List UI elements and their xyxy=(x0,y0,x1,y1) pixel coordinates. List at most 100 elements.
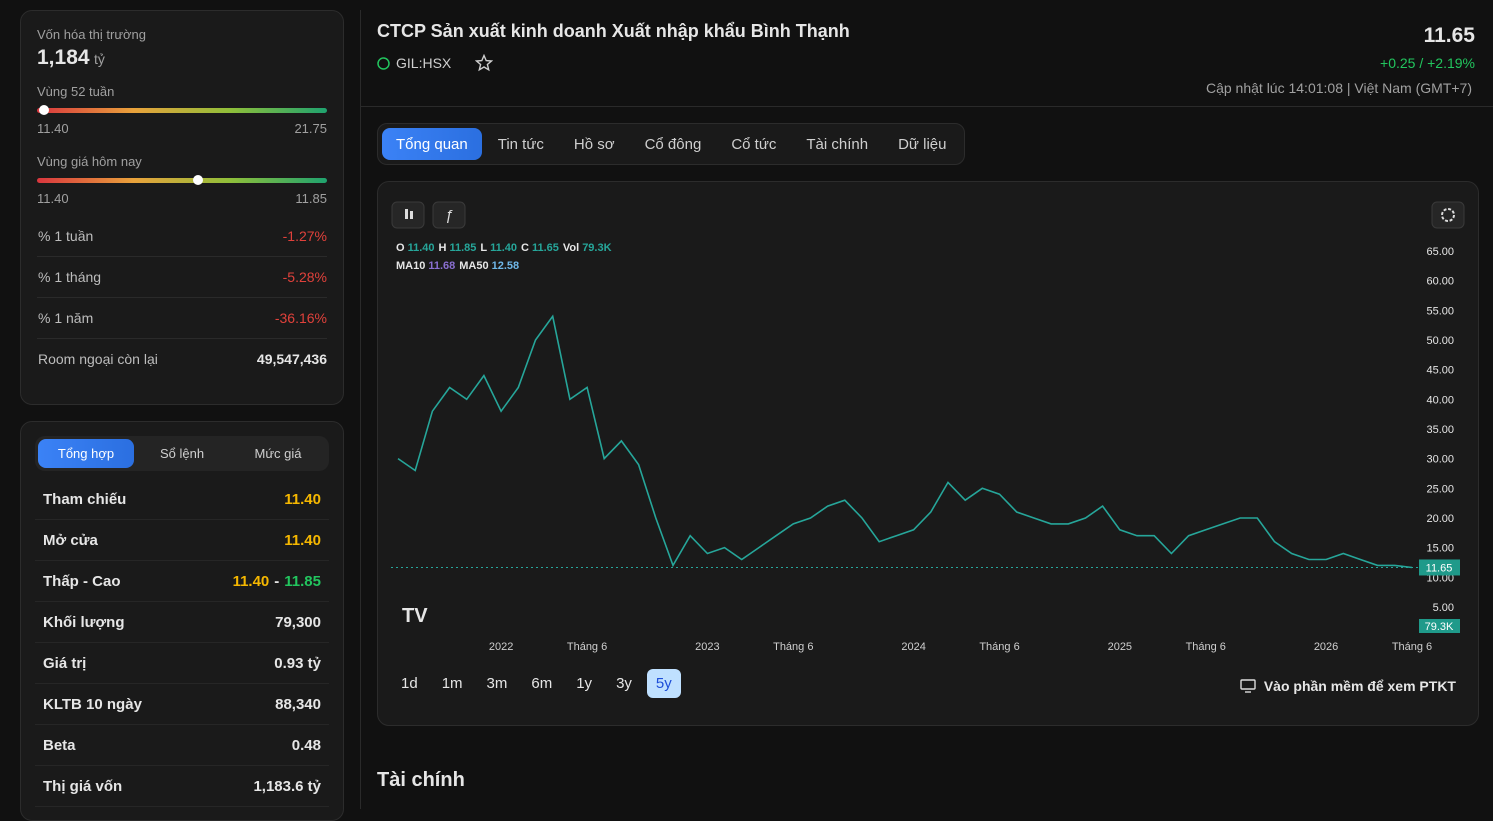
range-high: 21.75 xyxy=(294,121,327,136)
stat-value: 49,547,436 xyxy=(256,351,327,367)
stat-row: Room ngoại còn lại 49,547,436 xyxy=(37,339,327,379)
settings-button[interactable] xyxy=(1431,201,1465,229)
y-tick-label: 30.00 xyxy=(1426,454,1454,466)
legend-value: 12.58 xyxy=(492,260,520,272)
icon: ƒ xyxy=(445,207,453,224)
y-tick-label: 5.00 xyxy=(1433,602,1454,614)
tab[interactable]: Dữ liệu xyxy=(898,136,947,153)
section-title: Tài chính xyxy=(377,769,465,791)
price: 11.65 xyxy=(1423,24,1475,47)
range-button[interactable]: 1d xyxy=(401,675,418,692)
stat-row: Giá trị 0.93 tỷ xyxy=(35,643,329,684)
fx-button[interactable] xyxy=(432,201,466,229)
stat-label: Thị giá vốn xyxy=(43,778,123,795)
range-low: 11.40 xyxy=(37,191,69,206)
range-button[interactable]: 3y xyxy=(616,675,632,692)
range-button[interactable]: 6m xyxy=(531,675,553,692)
label: Vùng 52 tuần xyxy=(37,84,115,99)
y-tick-label: 20.00 xyxy=(1426,513,1454,525)
change: +0.25 / +2.19% xyxy=(1380,55,1475,71)
y-tick-label: 60.00 xyxy=(1426,276,1454,288)
ticker-row: GIL:HSX xyxy=(377,54,494,72)
stat-value: 1,183.6 tỷ xyxy=(253,778,321,795)
link-text: Vào phần mềm để xem PTKT xyxy=(1263,678,1456,694)
tab[interactable]: Tài chính xyxy=(806,136,869,153)
star[interactable] xyxy=(475,54,494,72)
range-bar: 1d 1m 3m 6m 1y 3y 5y xyxy=(392,669,681,698)
legend-key: O xyxy=(396,242,405,254)
legend-key: L xyxy=(480,242,487,254)
stat-value: 0.93 tỷ xyxy=(274,655,321,672)
tab[interactable]: Mức giá xyxy=(254,446,302,461)
range-bar xyxy=(37,105,327,115)
stat-value: 79,300 xyxy=(275,614,321,631)
label: Vùng giá hôm nay xyxy=(37,154,142,169)
legend-value: 11.65 xyxy=(532,242,559,254)
range-button[interactable]: 1y xyxy=(576,675,593,692)
market-cap: 1,184 xyxy=(37,46,90,69)
x-tick-label: 2024 xyxy=(901,641,925,653)
stat-label: Giá trị xyxy=(43,655,87,672)
stat-label: % 1 năm xyxy=(38,310,94,326)
legend-value: 79.3K xyxy=(582,242,611,254)
stat-value: -5.28% xyxy=(282,269,327,285)
tab[interactable]: Sổ lệnh xyxy=(159,446,205,461)
low: 11.40 xyxy=(232,573,270,590)
divider xyxy=(360,10,361,809)
range-high: 11.85 xyxy=(295,191,327,206)
icon xyxy=(1240,679,1256,693)
stat-value: 0.48 xyxy=(291,737,321,754)
stat-label: Beta xyxy=(43,737,76,754)
range-button[interactable]: 3m xyxy=(486,675,508,692)
tab[interactable]: Tin tức xyxy=(497,136,544,153)
price-line xyxy=(397,314,1413,569)
tab-bar: Tổng hợp Sổ lệnh Mức giá xyxy=(35,436,329,471)
open-link[interactable]: Vào phần mềm để xem PTKT xyxy=(1240,678,1456,694)
stat-row: % 1 tuần -1.27% xyxy=(37,216,327,257)
y-tick-label: 25.00 xyxy=(1426,483,1454,495)
x-tick-label: Tháng 6 xyxy=(773,641,813,653)
tab[interactable]: Cổ đông xyxy=(644,136,702,153)
y-tick-label: 15.00 xyxy=(1426,543,1454,555)
range-marker xyxy=(39,105,49,115)
legend-key: MA50 xyxy=(459,260,488,272)
high: 11.85 xyxy=(284,573,321,590)
x-tick-label: 2026 xyxy=(1314,641,1338,653)
last-price-label: 11.65 xyxy=(1426,562,1453,574)
stat-value: -36.16% xyxy=(274,310,327,326)
x-tick-label: Tháng 6 xyxy=(1392,641,1432,653)
chart-card: ƒ O 11.40 H 11.85 L 11.40 C 11.65 Vol 79.3K MA10 11.… xyxy=(377,181,1479,726)
stats: % 1 tuần -1.27% % 1 tháng -5.28% % 1 năm -36.… xyxy=(37,216,327,379)
stat-value: -1.27% xyxy=(282,228,327,244)
legend-value: 11.40 xyxy=(490,242,517,254)
updated: Cập nhật lúc 14:01:08 | Việt Nam (GMT+7) xyxy=(1205,80,1472,96)
range-bar xyxy=(37,175,327,185)
tab[interactable]: Tổng hợp xyxy=(38,439,134,468)
volume-label: 79.3K xyxy=(1425,621,1454,633)
range-button[interactable]: 5y xyxy=(646,669,681,698)
tab[interactable]: Hồ sơ xyxy=(573,136,615,153)
legend-value: 11.40 xyxy=(408,242,435,254)
y-tick-label: 65.00 xyxy=(1426,246,1454,258)
y-tick-label: 40.00 xyxy=(1426,394,1454,406)
divider xyxy=(361,106,1493,107)
stat-row: Thị giá vốn 1,183.6 tỷ xyxy=(35,766,329,807)
range-button[interactable]: 1m xyxy=(441,675,463,692)
legend: MA10 11.68 MA50 12.58 xyxy=(396,260,519,272)
icon xyxy=(410,211,413,219)
stat-label: Mở cửa xyxy=(43,532,98,549)
legend-key: MA10 xyxy=(396,260,425,272)
x-tick-label: Tháng 6 xyxy=(979,641,1019,653)
stat-row: Khối lượng 79,300 xyxy=(35,602,329,643)
stat-row: Mở cửa 11.40 xyxy=(35,520,329,561)
summary-panel: Vốn hóa thị trường 1,184 tỷ Vùng 52 tuần… xyxy=(20,10,344,405)
stat-label: Thấp - Cao xyxy=(43,573,121,590)
x-tick-label: 2025 xyxy=(1108,641,1132,653)
stat-label: KLTB 10 ngày xyxy=(43,696,142,713)
tab[interactable]: Cổ tức xyxy=(731,136,777,153)
legend-key: H xyxy=(438,242,446,254)
tab[interactable]: Tổng quan xyxy=(382,128,482,160)
y-tick-label: 45.00 xyxy=(1426,365,1454,377)
